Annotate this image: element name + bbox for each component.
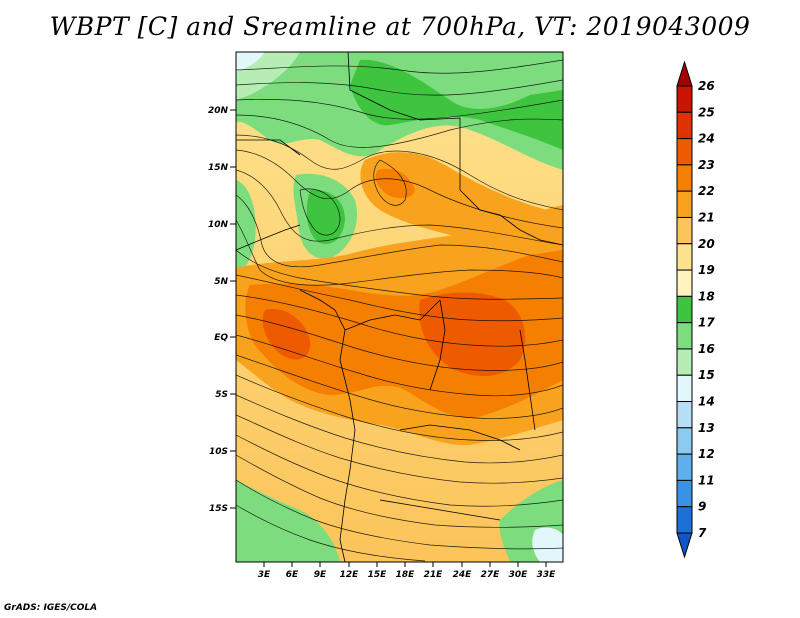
lon-label: 9E xyxy=(314,570,327,580)
lon-label: 6E xyxy=(286,570,299,580)
colorbar-segment xyxy=(676,479,693,508)
colorbar-label: 21 xyxy=(698,210,715,224)
colorbar-segment xyxy=(676,85,693,113)
colorbar-label: 11 xyxy=(698,473,715,487)
colorbar-arrow-bottom xyxy=(676,532,693,559)
colorbar-label: 20 xyxy=(698,237,715,251)
lon-label: 21E xyxy=(424,570,444,580)
lat-label: 10N xyxy=(208,220,229,230)
lat-label: EQ xyxy=(214,333,228,343)
colorbar-segment xyxy=(676,295,693,324)
colorbar-segment xyxy=(676,453,693,481)
field-zone-darkorange-band xyxy=(245,250,563,419)
colorbar-label: 24 xyxy=(698,132,715,146)
colorbar-segment xyxy=(676,138,693,166)
colorbar-segment xyxy=(676,374,693,403)
colorbar-segment xyxy=(676,269,693,297)
lon-label: 15E xyxy=(368,570,388,580)
colorbar-label: 15 xyxy=(698,368,715,382)
colorbar-label: 13 xyxy=(698,421,715,435)
chart-title: WBPT [C] and Sreamline at 700hPa, VT: 20… xyxy=(49,12,751,41)
colorbar-segment xyxy=(676,190,693,218)
field-zone-lightblue-corner xyxy=(236,52,265,72)
colorbar-label: 14 xyxy=(698,395,715,409)
lon-label: 12E xyxy=(340,570,360,580)
lon-label: 30E xyxy=(509,570,529,580)
lat-label: 5S xyxy=(215,390,228,400)
colorbar-segment xyxy=(676,216,693,245)
field-zone-darkorange-ne xyxy=(375,168,415,199)
colorbar-segment xyxy=(676,401,693,429)
colorbar-label: 26 xyxy=(698,79,715,93)
colorbar-label: 23 xyxy=(698,158,715,172)
colorbar-segment xyxy=(676,506,693,534)
map-field xyxy=(236,52,563,562)
map-frame xyxy=(235,51,564,563)
field-zone-darkgreen-north xyxy=(350,59,563,151)
lon-label: 3E xyxy=(258,570,271,580)
colorbar-label: 19 xyxy=(698,263,715,277)
colorbar-segment xyxy=(676,243,693,271)
lat-label: 20N xyxy=(208,106,229,116)
colorbar-label: 22 xyxy=(698,184,715,198)
colorbar-segment xyxy=(676,427,693,455)
colorbar-segment xyxy=(676,164,693,192)
lat-label: 10S xyxy=(209,447,228,457)
colorbar-label: 16 xyxy=(698,342,715,356)
field-zone-lightblue-se xyxy=(532,527,563,562)
lon-label: 24E xyxy=(453,570,473,580)
field-zone-orangered-west xyxy=(262,309,311,360)
lon-axis: 3E 6E 9E 12E 15E 18E 21E 24E 27E 30E 33E xyxy=(258,562,556,580)
colorbar-label: 12 xyxy=(698,447,715,461)
colorbar-label: 9 xyxy=(698,500,706,514)
colorbar-segment xyxy=(676,348,693,376)
field-zone-green-westedge xyxy=(236,180,256,272)
field-zone-orange-ne xyxy=(360,152,563,245)
colorbar-label: 17 xyxy=(698,316,715,330)
boundaries xyxy=(236,52,563,562)
lon-label: 18E xyxy=(396,570,416,580)
lat-label: 15N xyxy=(208,163,229,173)
grads-credit: GrADS: IGES/COLA xyxy=(4,603,98,613)
lon-label: 27E xyxy=(481,570,501,580)
colorbar-label: 25 xyxy=(698,105,715,119)
lon-label: 33E xyxy=(537,570,557,580)
colorbar-segment xyxy=(676,111,693,140)
colorbar-label: 7 xyxy=(698,526,707,540)
colorbar-arrow-top xyxy=(676,60,693,87)
field-zone-orangered-core xyxy=(419,292,525,376)
streamlines xyxy=(236,59,563,562)
lat-label: 15S xyxy=(209,504,228,514)
colorbar-segment xyxy=(676,322,693,350)
lat-label: 5N xyxy=(214,277,228,287)
colorbar-label: 18 xyxy=(698,289,715,303)
lat-axis: 20N 15N 10N 5N EQ 5S 10S 15S xyxy=(208,106,236,514)
